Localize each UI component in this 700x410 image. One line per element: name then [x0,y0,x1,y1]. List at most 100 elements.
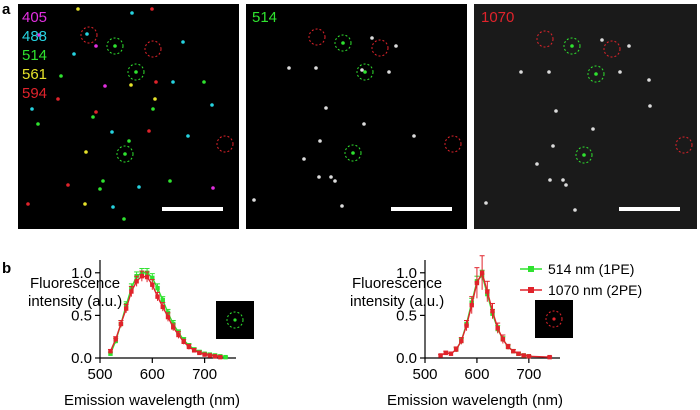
channel-label-594: 594 [22,85,47,102]
bead [519,70,523,74]
panel-b-label: b [2,260,11,277]
bead [26,202,30,206]
data-point [511,348,516,354]
data-point [155,285,160,291]
bead [324,106,328,110]
ringed-bead [113,44,117,48]
bead [394,44,398,48]
bead [648,104,652,108]
data-point [223,354,228,360]
channel-label-561: 561 [22,66,47,83]
data-point [505,344,511,350]
data-point [521,353,526,358]
bead [210,103,214,107]
panel-label-514: 514 [252,9,277,26]
legend-label-1pe: 514 nm (1PE) [548,261,634,277]
bead [318,139,322,143]
bead-layer-1070 [484,30,693,212]
bead [387,70,391,74]
ringed-bead [351,151,355,155]
bead [317,175,321,179]
y-tick-label: 0.0 [396,350,417,367]
bead [171,80,175,84]
bead [84,150,88,154]
x-tick-label: 600 [464,366,489,383]
y-axis-title-line2: intensity (a.u.) [28,293,122,310]
data-point [108,348,113,354]
bead [412,134,416,138]
bead [340,204,344,208]
bead [627,44,631,48]
ringed-bead [594,72,598,76]
bead [83,202,87,206]
y-tick-label: 1.0 [71,265,92,282]
bead-ring [536,30,554,48]
bead [618,70,622,74]
ringed-bead [341,41,345,45]
bead [154,80,158,84]
bead [85,32,89,36]
bead [72,52,76,56]
bead [333,179,337,183]
x-axis-title: Emission wavelength (nm) [64,392,240,409]
x-axis-title: Emission wavelength (nm) [387,392,563,409]
bead [101,179,105,183]
data-point [438,353,443,358]
bead-ring [563,37,581,55]
legend-label-2pe: 1070 nm (2PE) [548,282,642,298]
bead [573,208,577,212]
bead [202,80,206,84]
data-point [160,297,165,303]
bead [56,97,60,101]
spectrum-chart-1: Fluorescence intensity (a.u.) Emission w… [28,260,254,409]
data-point [181,339,186,345]
data-point [500,337,506,342]
bead-layer-514 [252,28,462,208]
data-point [218,354,223,360]
bead [484,201,488,205]
bead [591,127,595,131]
data-point [139,273,145,279]
x-tick-label: 500 [87,366,112,383]
data-point [108,351,113,356]
data-point [197,350,202,356]
bead-ring [675,136,693,154]
x-tick-label: 700 [192,366,217,383]
channel-label-405: 405 [22,9,47,26]
data-point [144,274,150,280]
legend-marker-1pe [528,266,534,272]
data-point [191,348,197,353]
data-point [118,321,124,327]
bead [168,179,172,183]
bead [37,33,41,37]
bead-ring [80,26,98,44]
bead-ring [116,145,134,163]
data-point [516,351,521,356]
bead [151,107,155,111]
y-tick-label: 0.0 [71,350,92,367]
inset-image [535,300,573,338]
bead [94,44,98,48]
bead [122,217,126,221]
data-point [186,344,192,350]
bead-ring [127,63,145,81]
ringed-bead [123,152,127,156]
y-tick-label: 1.0 [396,265,417,282]
channel-label-514: 514 [22,47,47,64]
bead-ring [344,144,362,162]
bead [66,183,70,187]
data-point [474,280,480,286]
data-point [212,354,218,359]
data-point [464,323,469,328]
bead [329,175,333,179]
image-panel-1070: 1070 [474,4,697,229]
bead [564,183,568,187]
bead-ring [106,37,124,55]
bead [111,205,115,209]
bead [30,107,34,111]
ringed-bead [363,70,367,74]
y-axis-title-line1: Fluorescence [30,275,120,292]
bead [137,185,141,189]
legend-marker-2pe [528,287,534,293]
